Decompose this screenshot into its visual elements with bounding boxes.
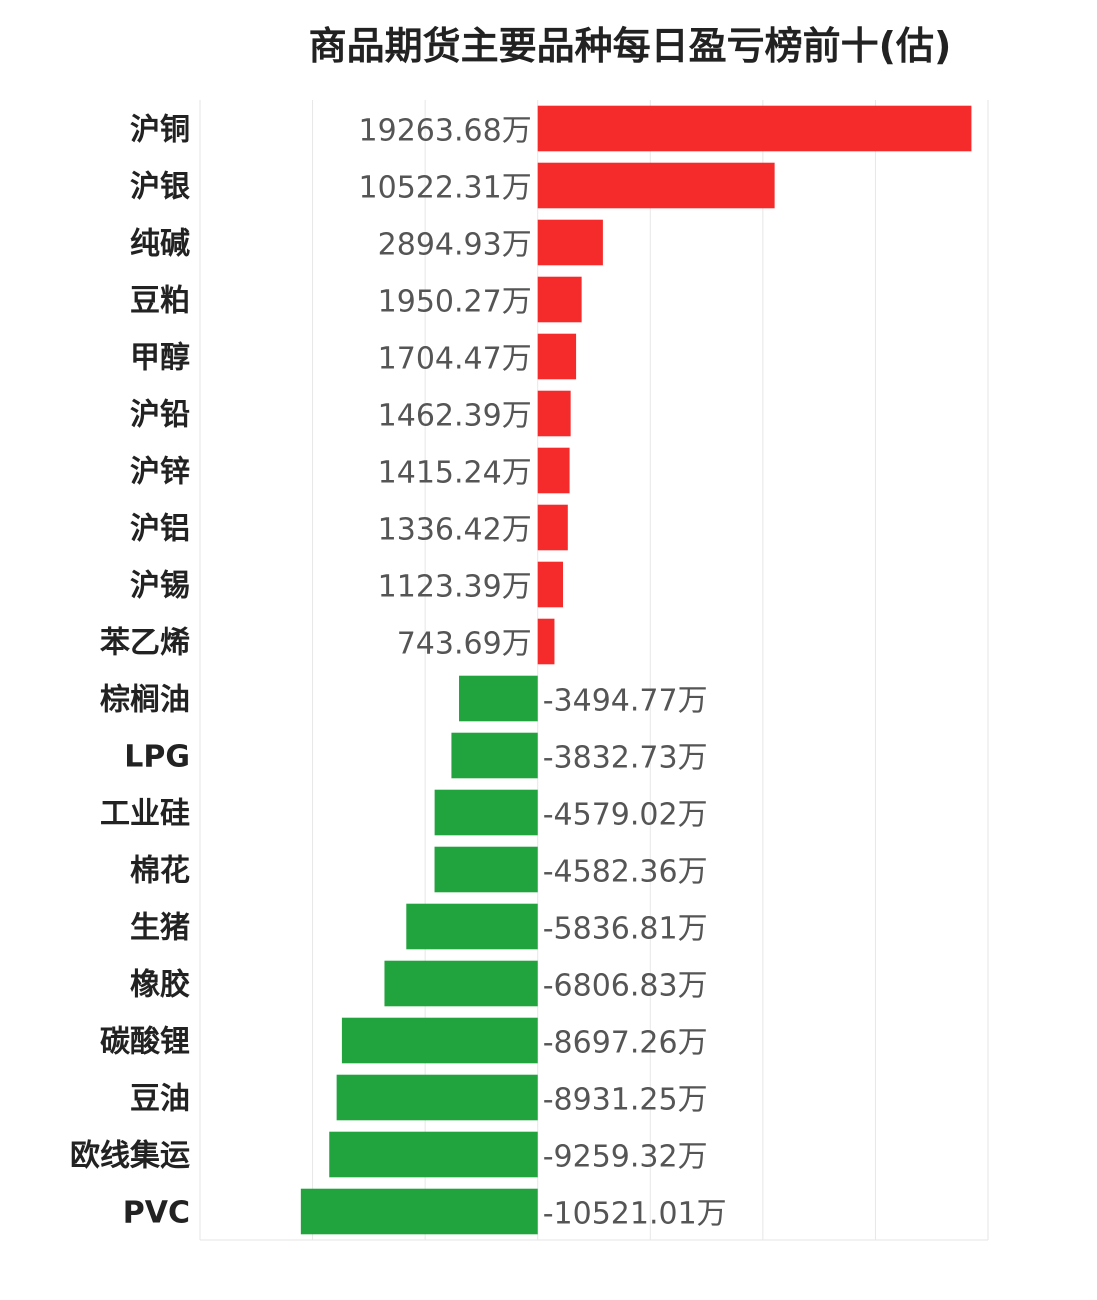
data-label: -4582.36万 [543,855,708,890]
category-label: 棉花 [130,854,190,889]
bar [537,333,577,380]
bar [384,960,538,1007]
data-label: 743.69万 [397,627,532,662]
category-label: 沪铜 [130,113,190,148]
category-label: 甲醇 [130,341,190,376]
data-label: 1950.27万 [378,285,532,320]
category-label: 沪锡 [130,569,190,604]
data-label: -9259.32万 [543,1140,708,1175]
bar [537,504,568,551]
category-label: 豆粕 [130,284,190,319]
category-label: 沪锌 [130,455,190,490]
bar [451,732,538,779]
data-label: -6806.83万 [543,969,708,1004]
data-label: 1123.39万 [378,570,532,605]
data-label: 1415.24万 [378,456,532,491]
bar [336,1074,538,1121]
data-label: 1704.47万 [378,342,532,377]
category-label: LPG [124,740,190,775]
category-label: 沪铝 [130,512,190,547]
bar [329,1131,538,1178]
bar [300,1188,538,1235]
category-label: 生猪 [130,911,190,946]
data-label: -3494.77万 [543,684,708,719]
category-label: 豆油 [130,1082,190,1117]
data-label: 1462.39万 [378,399,532,434]
data-label: 1336.42万 [378,513,532,548]
data-label: -10521.01万 [543,1197,727,1232]
bar [434,789,538,836]
bar [537,105,972,152]
bar [537,618,555,665]
data-label: 19263.68万 [359,114,532,149]
bar [459,675,538,722]
bar [537,561,564,608]
chart-title: 商品期货主要品种每日盈亏榜前十(估) [308,24,952,68]
category-label: 苯乙烯 [100,626,190,661]
category-label: PVC [123,1196,190,1231]
bar [537,276,582,323]
category-label: 工业硅 [100,797,190,832]
category-label: 纯碱 [130,227,190,262]
bar [537,162,775,209]
category-label: 欧线集运 [70,1139,190,1174]
bar [537,390,571,437]
data-label: -4579.02万 [543,798,708,833]
data-label: -8931.25万 [543,1083,708,1118]
data-label: 2894.93万 [378,228,532,263]
category-label: 碳酸锂 [100,1025,190,1060]
category-label: 橡胶 [130,968,190,1003]
bar [406,903,538,950]
bars [300,105,972,1235]
bar [537,447,570,494]
bar [341,1017,538,1064]
category-label: 沪银 [130,170,190,205]
bar [537,219,603,266]
grid-lines [199,100,989,1241]
category-label: 棕榈油 [100,683,190,718]
value-labels: 19263.68万 10522.31万 2894.93万 1950.27万 1704.4… [359,114,727,1232]
data-label: 10522.31万 [359,171,532,206]
data-label: -3832.73万 [543,741,708,776]
data-label: -8697.26万 [543,1026,708,1061]
bar [434,846,538,893]
data-label: -5836.81万 [543,912,708,947]
category-label: 沪铅 [130,398,190,433]
